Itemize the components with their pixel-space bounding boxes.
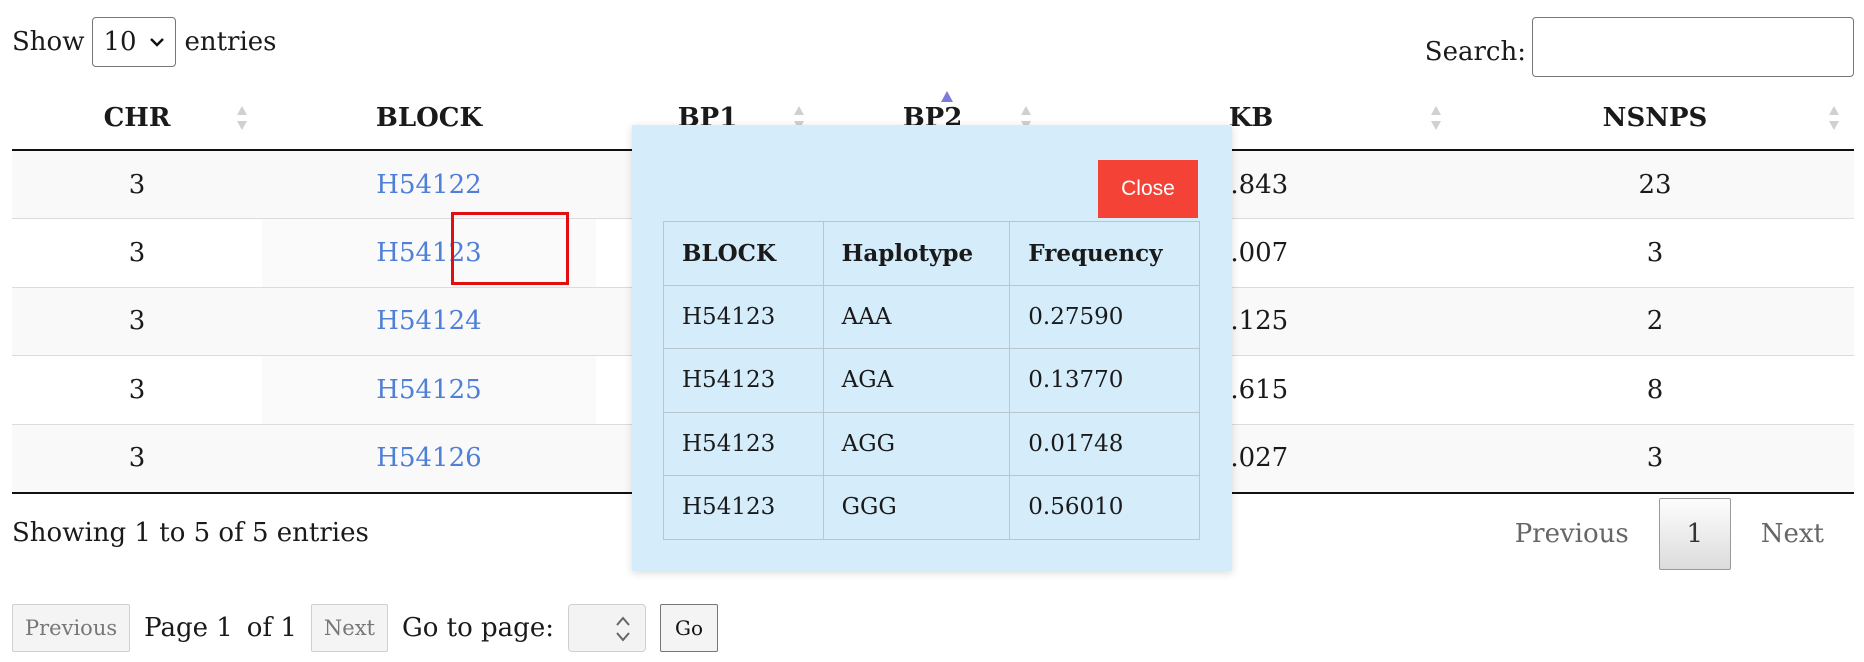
haplotype-table: BLOCK Haplotype Frequency H54123 AAA 0.2… [663,221,1200,540]
entries-select[interactable]: 10 [92,17,177,67]
haplotype-row: H54123 AAA 0.27590 [663,284,1200,349]
haplotype-cell: AAA [822,284,1011,349]
cell-block: H54122 [262,150,596,219]
haplotype-header: BLOCK [663,221,824,286]
length-prefix: Show [12,27,85,57]
bottom-next-button[interactable]: Next [310,604,388,652]
search-label: Search: [1424,37,1526,67]
haplotype-row: H54123 AGA 0.13770 [663,348,1200,413]
cell-block: H54125 [262,355,596,425]
sort-icon [1829,105,1839,130]
cell-chr: 3 [12,355,262,425]
haplotype-header-row: BLOCK Haplotype Frequency [663,221,1200,286]
haplotype-cell: 0.27590 [1009,284,1200,349]
go-button[interactable]: Go [659,604,719,652]
page-number-input[interactable] [567,604,646,652]
block-link[interactable]: H54123 [376,237,482,268]
table-info: Showing 1 to 5 of 5 entries [12,518,369,548]
current-page-button[interactable]: 1 [1658,498,1731,570]
cell-chr: 3 [12,287,262,356]
haplotype-cell: GGG [822,475,1011,540]
block-link[interactable]: H54124 [376,306,482,337]
page-indicator: Page 1 [144,613,233,643]
haplotype-row: H54123 AGG 0.01748 [663,411,1200,476]
cell-nsnps: 3 [1456,218,1854,288]
sort-icon [1431,105,1441,130]
block-link[interactable]: H54122 [376,169,482,200]
haplotype-header: Haplotype [822,221,1011,286]
cell-nsnps: 23 [1456,150,1854,219]
page-total: of 1 [246,613,297,643]
next-page-button[interactable]: Next [1760,519,1824,549]
cell-nsnps: 2 [1456,287,1854,356]
haplotype-cell: AGA [822,348,1011,413]
entries-select-value: 10 [103,27,137,57]
cell-nsnps: 8 [1456,355,1854,425]
haplotype-cell: 0.56010 [1009,475,1200,540]
haplotype-cell: H54123 [663,475,824,540]
block-link[interactable]: H54125 [376,374,482,405]
haplotype-cell: AGG [822,411,1011,476]
bottom-pager: Previous Page 1 of 1 Next Go to page: Go [12,604,719,652]
bottom-previous-button[interactable]: Previous [12,604,131,652]
length-menu: Show 10 entries [12,17,277,67]
haplotype-row: H54123 GGG 0.56010 [663,475,1200,540]
previous-page-button[interactable]: Previous [1514,519,1629,549]
column-header-nsnps[interactable]: NSNPS [1456,86,1854,151]
length-suffix: entries [184,27,277,57]
close-button[interactable]: Close [1098,160,1198,218]
column-header-chr[interactable]: CHR [12,86,262,151]
cell-block: H54126 [262,424,596,494]
haplotype-cell: H54123 [663,348,824,413]
haplotype-cell: 0.13770 [1009,348,1200,413]
chevron-down-icon [150,38,165,47]
block-link[interactable]: H54126 [376,443,482,473]
goto-label: Go to page: [401,613,554,643]
cell-block: H54123 [262,218,596,288]
table-row: 3 H54126 0.027 3 [12,424,1854,494]
haplotype-header: Frequency [1009,221,1200,286]
column-header-block[interactable]: BLOCK [262,86,953,151]
haplotype-cell: 0.01748 [1009,411,1200,476]
search-area: Search: [1425,17,1854,77]
haplotype-cell: H54123 [663,284,824,349]
cell-chr: 3 [12,150,262,219]
search-input[interactable] [1532,17,1854,77]
cell-chr: 3 [12,424,262,494]
cell-nsnps: 3 [1456,424,1854,494]
pagination: Previous 1 Next [1485,498,1854,570]
haplotype-cell: H54123 [663,411,824,476]
spinner-icon [616,616,630,642]
cell-chr: 3 [12,218,262,288]
cell-block: H54124 [262,287,596,356]
sort-icon [237,105,247,130]
